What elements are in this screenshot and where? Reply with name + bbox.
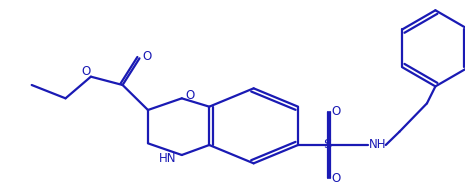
Text: HN: HN [159, 152, 177, 166]
Text: O: O [185, 89, 194, 102]
Text: NH: NH [369, 138, 386, 152]
Text: O: O [331, 172, 340, 185]
Text: S: S [324, 138, 332, 152]
Text: O: O [81, 65, 91, 78]
Text: O: O [142, 50, 151, 63]
Text: O: O [331, 105, 340, 118]
